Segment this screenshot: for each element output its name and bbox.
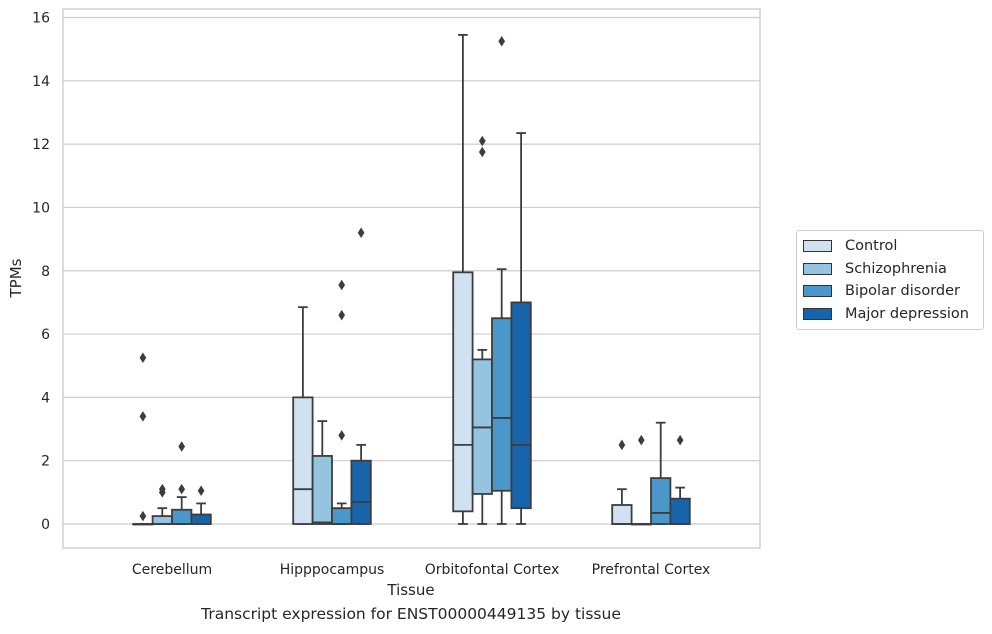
- legend-label: Bipolar disorder: [845, 283, 960, 300]
- box-bipolar-disorder-1: [331, 279, 353, 525]
- box-schizophrenia-1: [311, 420, 333, 525]
- iqr-box: [311, 455, 333, 525]
- iqr-box: [331, 507, 353, 525]
- outlier-point: [478, 135, 486, 147]
- iqr-box: [292, 396, 314, 525]
- x-tick-label: Cerebellum: [132, 562, 212, 578]
- iqr-box: [190, 513, 212, 525]
- outlier-point: [139, 510, 147, 522]
- outlier-point: [158, 483, 166, 495]
- box-schizophrenia-2: [471, 135, 493, 525]
- y-axis-label: TPMs: [7, 258, 25, 298]
- box-major-depression-2: [510, 132, 532, 525]
- box-schizophrenia-0: [151, 483, 173, 525]
- x-tick-label: Prefrontal Cortex: [592, 562, 711, 578]
- outlier-point: [338, 430, 346, 441]
- legend: Control Schizophrenia Bipolar disorder Majo…: [796, 230, 984, 330]
- chart-title: Transcript expression for ENST0000044913…: [201, 605, 621, 623]
- y-tick-label: 6: [41, 327, 50, 343]
- iqr-box: [350, 459, 372, 525]
- x-tick-labels: Cerebellum Hipppocampus Orbitofontal Corte…: [132, 562, 710, 578]
- box-bipolar-disorder-3: [650, 421, 672, 525]
- legend-swatch: [803, 285, 832, 298]
- x-axis-label: Tissue: [386, 581, 434, 599]
- iqr-box: [171, 508, 193, 525]
- plot-area-frame: [62, 8, 761, 549]
- box-bipolar-disorder-0: [171, 441, 193, 525]
- box-major-depression-3: [669, 434, 691, 525]
- legend-swatch: [803, 240, 832, 253]
- y-tick-labels: 0 2 4 6 8 10 12 14 16: [32, 11, 50, 534]
- legend-item: Bipolar disorder: [797, 280, 983, 303]
- box-bipolar-disorder-2: [491, 35, 513, 525]
- outlier-point: [178, 441, 186, 452]
- y-tick-label: 16: [32, 11, 50, 27]
- legend-label: Control: [845, 238, 898, 255]
- outlier-point: [637, 434, 645, 446]
- y-tick-label: 14: [32, 74, 50, 90]
- y-tick-label: 2: [41, 454, 50, 470]
- y-tick-label: 12: [32, 137, 50, 153]
- y-tick-label: 10: [32, 200, 50, 216]
- box-major-depression-1: [350, 227, 372, 525]
- outlier-point: [139, 411, 147, 422]
- outlier-point: [618, 439, 626, 451]
- legend-item: Major depression: [797, 303, 983, 326]
- box-control-1: [292, 306, 314, 525]
- box-control-3: [611, 439, 633, 525]
- y-tick-label: 0: [41, 517, 50, 533]
- grid-lines: [63, 16, 760, 525]
- iqr-box: [151, 515, 173, 525]
- iqr-box: [452, 271, 474, 513]
- y-tick-label: 8: [41, 264, 50, 280]
- outlier-point: [139, 352, 147, 364]
- box-schizophrenia-3: [630, 434, 652, 526]
- outlier-point: [478, 146, 486, 158]
- outlier-point: [197, 485, 205, 497]
- legend-label: Major depression: [845, 305, 969, 322]
- outlier-point: [676, 434, 684, 446]
- iqr-box: [611, 504, 633, 525]
- box-layer: [132, 34, 691, 526]
- legend-swatch: [803, 307, 832, 320]
- outlier-point: [357, 227, 365, 239]
- outlier-point: [498, 35, 506, 47]
- outlier-point: [338, 279, 346, 291]
- legend-item: Schizophrenia: [797, 258, 983, 281]
- outlier-point: [178, 483, 186, 495]
- iqr-box: [491, 317, 513, 492]
- x-tick-label: Orbitofontal Cortex: [425, 562, 560, 578]
- outlier-point: [338, 309, 346, 321]
- x-tick-label: Hipppocampus: [280, 562, 385, 578]
- iqr-box: [650, 477, 672, 525]
- box-control-2: [452, 34, 474, 525]
- y-tick-label: 4: [41, 390, 50, 406]
- box-major-depression-0: [190, 485, 212, 525]
- iqr-box: [669, 497, 691, 525]
- iqr-box: [510, 301, 532, 510]
- legend-item: Control: [797, 235, 983, 258]
- legend-swatch: [803, 262, 832, 275]
- box-control-0: [132, 352, 154, 526]
- legend-label: Schizophrenia: [845, 260, 947, 277]
